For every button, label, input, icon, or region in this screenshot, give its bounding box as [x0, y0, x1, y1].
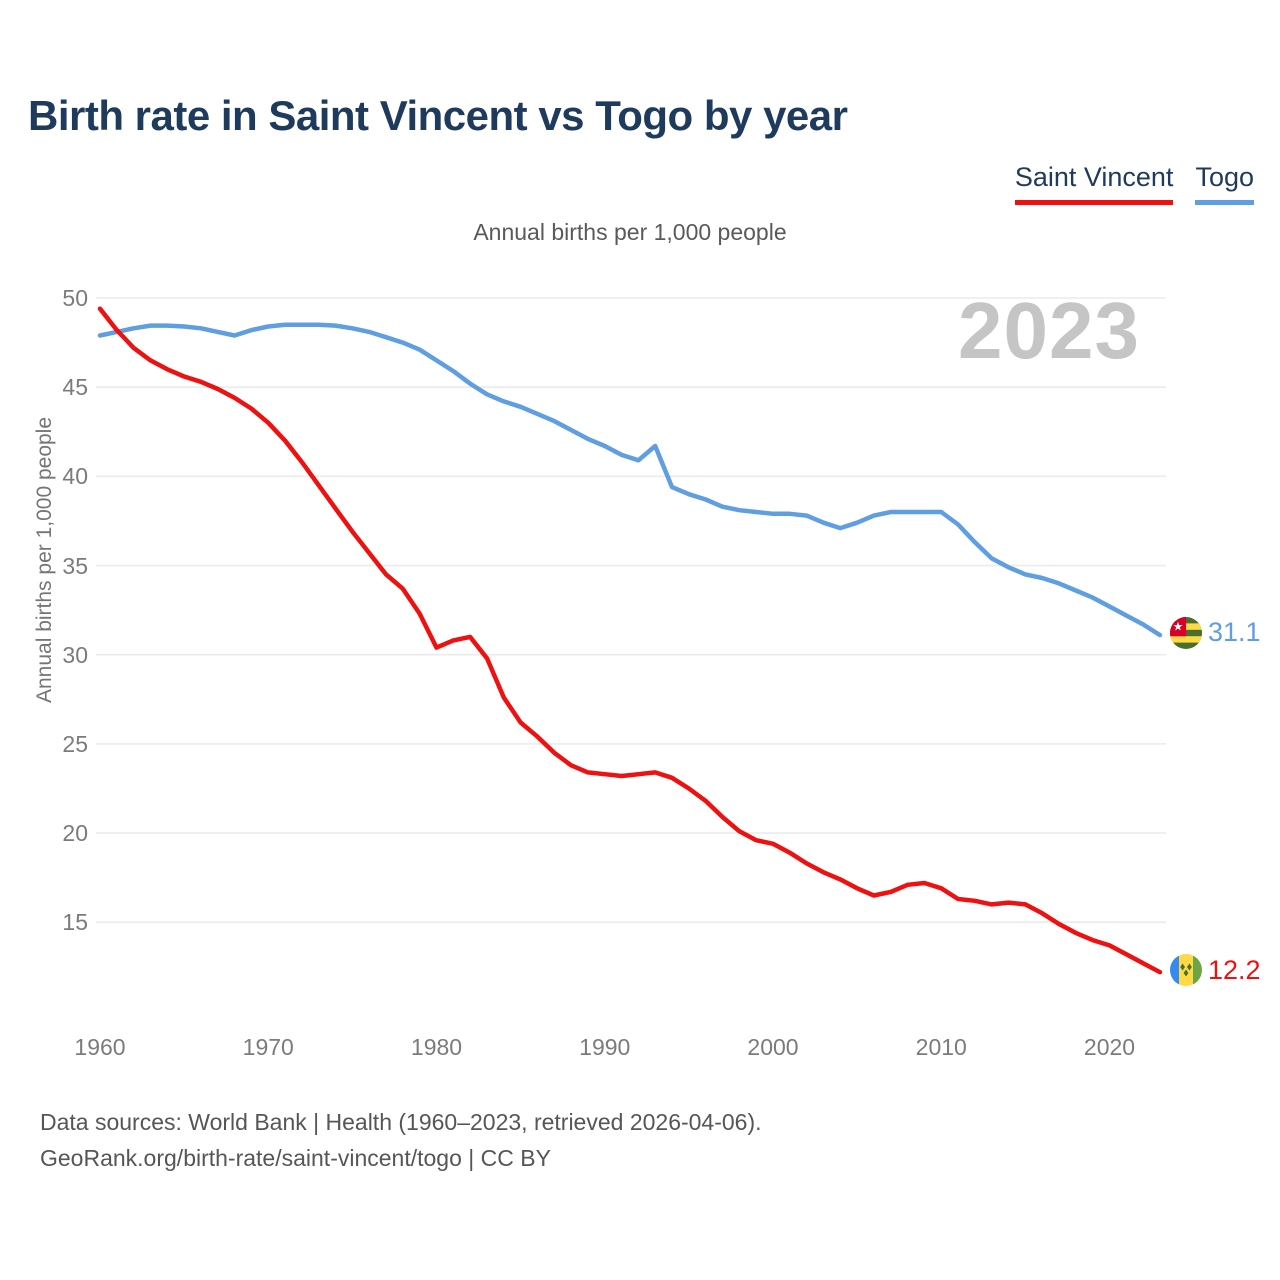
togo-flag-icon — [1170, 617, 1202, 649]
y-tick-20: 20 — [62, 820, 88, 847]
y-tick-45: 45 — [62, 374, 88, 401]
x-tick-2010: 2010 — [915, 1034, 967, 1060]
togo-line[interactable] — [97, 322, 1163, 638]
saint-vincent-value-label: 12.2 — [1208, 955, 1261, 985]
footer: Data sources: World Bank | Health (1960–… — [40, 1104, 762, 1176]
year-watermark: 2023 — [958, 286, 1140, 375]
x-tick-1980: 1980 — [410, 1034, 463, 1060]
x-tick-2020: 2020 — [1083, 1034, 1136, 1060]
legend-saint-vincent[interactable]: Saint Vincent — [1014, 162, 1174, 205]
y-tick-35: 35 — [62, 552, 88, 579]
saint-vincent-flag-icon — [1170, 954, 1202, 986]
y-tick-50: 50 — [62, 285, 88, 311]
x-tick-1970: 1970 — [242, 1034, 294, 1060]
y-tick-25: 25 — [62, 730, 88, 757]
togo-value-label: 31.1 — [1208, 617, 1261, 647]
y-tick-40: 40 — [62, 463, 88, 490]
x-tick-1990: 1990 — [579, 1034, 631, 1060]
legend: Saint Vincent Togo — [1014, 162, 1254, 205]
x-tick-1960: 1960 — [74, 1034, 126, 1060]
y-tick-30: 30 — [62, 641, 88, 668]
footer-sources-line: Data sources: World Bank | Health (1960–… — [40, 1109, 762, 1135]
legend-togo[interactable]: Togo — [1195, 162, 1254, 205]
footer-attribution-line: GeoRank.org/birth-rate/saint-vincent/tog… — [40, 1145, 551, 1171]
y-tick-15: 15 — [62, 909, 88, 936]
x-tick-2000: 2000 — [747, 1034, 799, 1060]
chart-title: Birth rate in Saint Vincent vs Togo by y… — [28, 92, 848, 139]
saint-vincent-line[interactable] — [97, 306, 1163, 975]
chart-subtitle: Annual births per 1,000 people — [473, 219, 787, 245]
